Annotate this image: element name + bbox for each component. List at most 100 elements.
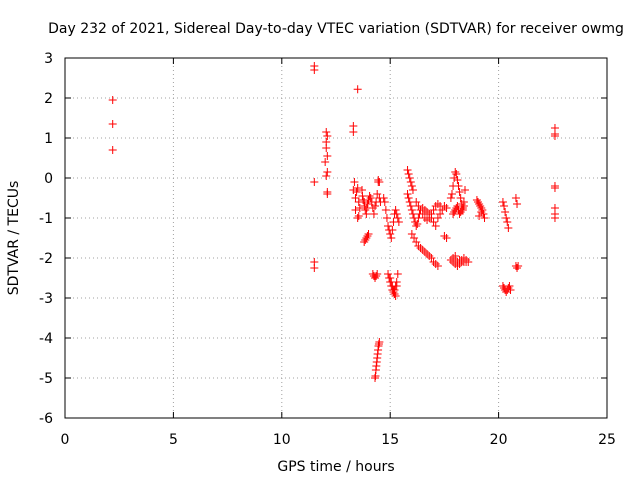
data-point: [353, 184, 362, 192]
data-point: [384, 270, 393, 278]
y-tick-label: 0: [44, 171, 53, 187]
y-tick-label: -5: [39, 371, 53, 387]
data-point: [429, 218, 438, 226]
y-tick-label: -6: [39, 411, 53, 427]
data-point: [478, 206, 487, 214]
data-point: [511, 194, 520, 202]
y-tick-label: 3: [44, 51, 53, 67]
data-point: [310, 178, 319, 186]
x-tick-label: 0: [61, 432, 70, 448]
data-point: [452, 170, 461, 178]
data-point: [322, 138, 331, 146]
data-point: [442, 234, 451, 242]
data-point: [477, 208, 486, 216]
y-tick-label: 1: [44, 131, 53, 147]
data-point: [423, 250, 432, 258]
data-point: [361, 206, 370, 214]
data-point: [501, 208, 510, 216]
data-point: [375, 338, 384, 346]
data-point: [438, 206, 447, 214]
data-point: [362, 234, 371, 242]
data-point: [412, 198, 421, 206]
data-point: [404, 194, 413, 202]
data-point: [355, 204, 364, 212]
data-point: [406, 178, 415, 186]
data-point: [354, 212, 363, 220]
data-point: [413, 220, 422, 228]
data-point: [108, 96, 117, 104]
data-point: [349, 128, 358, 136]
data-point: [456, 194, 465, 202]
y-tick-label: -3: [39, 291, 53, 307]
data-point: [431, 222, 440, 230]
data-point: [373, 190, 382, 198]
data-point: [374, 176, 383, 184]
chart-title: Day 232 of 2021, Sidereal Day-to-day VTE…: [48, 21, 624, 37]
data-point: [322, 128, 331, 136]
data-point: [392, 282, 401, 290]
data-point: [364, 230, 373, 238]
data-point: [453, 176, 462, 184]
y-tick-label: -2: [39, 251, 53, 267]
data-points: [108, 62, 559, 382]
data-point: [404, 170, 413, 178]
x-tick-label: 25: [598, 432, 616, 448]
data-point: [384, 222, 393, 230]
data-point: [353, 85, 362, 94]
data-point: [380, 198, 389, 206]
data-point: [366, 194, 375, 202]
data-point: [372, 272, 381, 280]
data-point: [403, 166, 412, 174]
data-point: [427, 254, 436, 262]
data-point: [429, 258, 438, 266]
data-point: [351, 206, 360, 214]
data-point: [407, 182, 416, 190]
data-point: [455, 260, 464, 268]
data-point: [414, 202, 423, 210]
data-point: [423, 208, 432, 216]
data-point: [431, 260, 440, 268]
axis-ticks: [64, 57, 608, 419]
data-point: [513, 264, 522, 272]
x-axis-tick-labels: 0 5 10 15 20 25: [61, 432, 616, 448]
data-point: [350, 178, 359, 186]
data-point: [446, 256, 455, 264]
data-point: [455, 188, 464, 196]
data-point: [416, 244, 425, 252]
data-point: [393, 270, 402, 278]
data-point: [108, 146, 117, 154]
data-point: [429, 206, 438, 214]
data-point: [391, 292, 400, 300]
data-point: [321, 158, 330, 166]
data-point: [550, 214, 559, 222]
plot-frame: [64, 57, 608, 419]
data-point: [403, 190, 412, 198]
data-point: [351, 194, 360, 202]
data-point: [407, 206, 416, 214]
data-point: [394, 218, 403, 226]
data-point: [425, 252, 434, 260]
data-point: [392, 210, 401, 218]
data-point: [386, 274, 395, 282]
data-point: [457, 256, 466, 264]
data-point: [458, 204, 467, 212]
data-point: [406, 202, 415, 210]
data-point: [414, 242, 423, 250]
data-point: [391, 206, 400, 214]
data-point: [108, 120, 117, 128]
data-point: [371, 274, 380, 282]
data-point: [389, 286, 398, 294]
data-point: [408, 186, 417, 194]
data-point: [387, 234, 396, 242]
data-point: [310, 264, 319, 272]
data-point: [502, 214, 511, 222]
data-point: [353, 214, 362, 222]
y-tick-label: -4: [39, 331, 53, 347]
data-point: [405, 174, 414, 182]
data-point: [349, 186, 358, 194]
data-point: [369, 210, 378, 218]
data-point: [412, 222, 421, 230]
data-point: [323, 190, 332, 198]
data-point: [451, 252, 460, 260]
